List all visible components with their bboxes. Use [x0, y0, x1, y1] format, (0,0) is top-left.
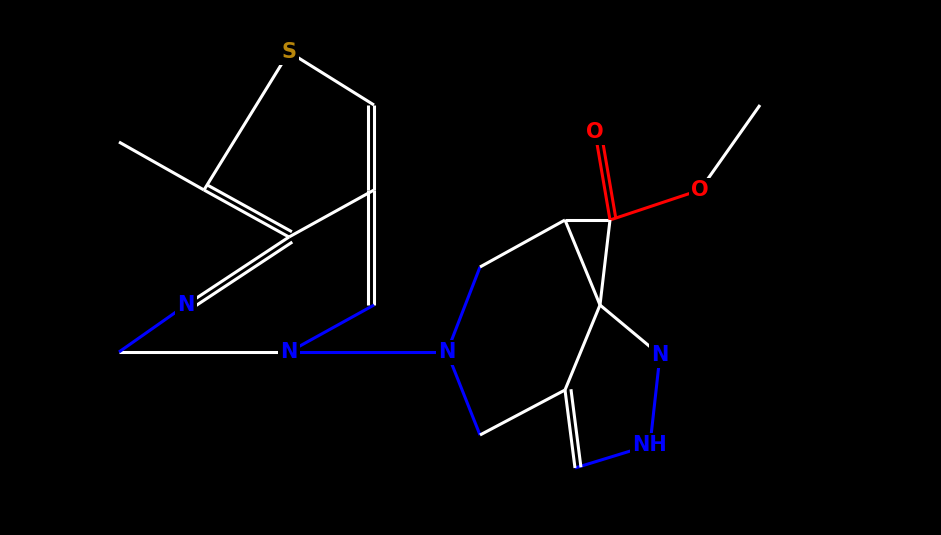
- Text: O: O: [692, 180, 709, 200]
- Text: N: N: [651, 345, 669, 365]
- Text: N: N: [280, 342, 297, 362]
- Text: NH: NH: [632, 435, 667, 455]
- Text: N: N: [177, 295, 195, 315]
- Text: N: N: [439, 342, 455, 362]
- Text: S: S: [281, 42, 296, 62]
- Text: O: O: [586, 122, 604, 142]
